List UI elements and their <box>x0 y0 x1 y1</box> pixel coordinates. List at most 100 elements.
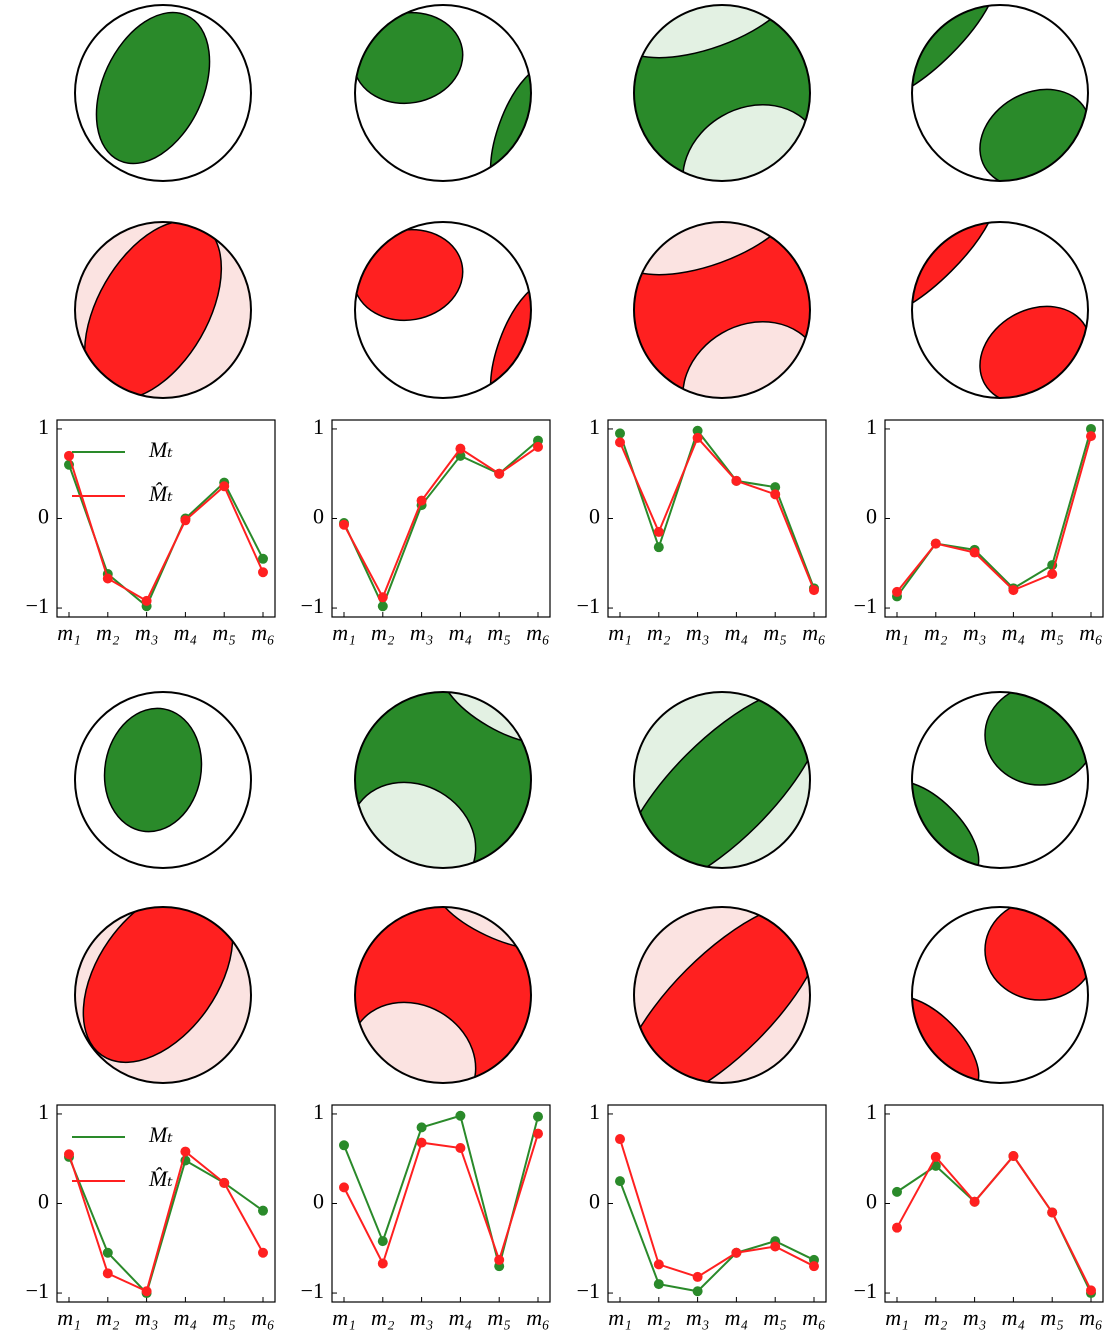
data-point <box>731 476 741 486</box>
figure: −101m₁m₂m₃m₄m₅m₆MₜM̂ₜ−101m₁m₂m₃m₄m₅m₆−10… <box>0 0 1117 1331</box>
beach-ball <box>329 639 578 920</box>
y-tick-label: 0 <box>866 1189 877 1214</box>
data-point <box>809 1261 819 1271</box>
x-tick-label: m₅ <box>1040 1305 1064 1330</box>
data-point <box>809 585 819 595</box>
data-point <box>1008 585 1018 595</box>
data-point <box>258 1248 268 1258</box>
y-tick-label: 0 <box>313 1189 324 1214</box>
y-tick-label: 0 <box>38 1189 49 1214</box>
data-point <box>892 1187 902 1197</box>
data-point <box>103 1268 113 1278</box>
y-tick-label: 1 <box>38 414 49 439</box>
x-tick-label: m₆ <box>526 620 550 645</box>
data-point <box>931 1152 941 1162</box>
x-tick-label: m₅ <box>487 620 511 645</box>
data-point <box>378 601 388 611</box>
ball-lobe <box>985 900 1095 1000</box>
beach-ball <box>591 659 853 921</box>
x-tick-label: m₅ <box>487 1305 511 1330</box>
x-tick-label: m₂ <box>96 1305 120 1330</box>
x-tick-label: m₂ <box>647 1305 671 1330</box>
beach-ball <box>346 221 581 428</box>
x-tick-label: m₂ <box>371 620 395 645</box>
y-tick-label: −1 <box>577 1278 600 1303</box>
x-tick-label: m₄ <box>174 1305 198 1330</box>
x-tick-label: m₁ <box>885 1305 909 1330</box>
beach-ball <box>604 0 844 256</box>
y-tick-label: 1 <box>589 1099 600 1124</box>
data-point <box>654 1259 664 1269</box>
x-tick-label: m₄ <box>1002 620 1026 645</box>
data-point <box>654 527 664 537</box>
x-tick-label: m₅ <box>1040 620 1064 645</box>
x-tick-label: m₄ <box>174 620 198 645</box>
y-tick-label: 1 <box>866 414 877 439</box>
data-point <box>339 1140 349 1150</box>
x-tick-label: m₆ <box>802 620 826 645</box>
data-point <box>417 1122 427 1132</box>
data-point <box>615 437 625 447</box>
beach-ball <box>604 155 844 473</box>
x-tick-label: m₃ <box>686 620 710 645</box>
data-point <box>693 1286 703 1296</box>
data-point <box>1008 1151 1018 1161</box>
data-point <box>654 1279 664 1289</box>
y-tick-label: 0 <box>589 1189 600 1214</box>
x-tick-label: m₆ <box>251 620 275 645</box>
x-tick-label: m₆ <box>1079 620 1103 645</box>
data-point <box>455 1111 465 1121</box>
data-point <box>339 520 349 530</box>
series-line <box>69 456 263 601</box>
data-point <box>180 1147 190 1157</box>
x-tick-label: m₁ <box>57 620 81 645</box>
x-tick-label: m₄ <box>725 1305 749 1330</box>
legend-label: Mₜ <box>148 437 173 462</box>
data-point <box>455 444 465 454</box>
x-tick-label: m₁ <box>332 620 356 645</box>
x-tick-label: m₅ <box>212 1305 236 1330</box>
x-tick-label: m₁ <box>885 620 909 645</box>
data-point <box>417 1138 427 1148</box>
x-tick-label: m₁ <box>57 1305 81 1330</box>
data-point <box>339 1182 349 1192</box>
x-tick-label: m₁ <box>608 620 632 645</box>
x-tick-label: m₃ <box>963 1305 987 1330</box>
data-point <box>770 1241 780 1251</box>
beach-ball <box>56 198 251 423</box>
y-tick-label: 0 <box>589 504 600 529</box>
data-point <box>731 1248 741 1258</box>
y-tick-label: −1 <box>26 593 49 618</box>
data-point <box>615 1134 625 1144</box>
data-point <box>1047 1207 1057 1217</box>
data-point <box>103 573 113 583</box>
ball-lobe <box>985 685 1095 785</box>
data-point <box>417 496 427 506</box>
data-point <box>103 1248 113 1258</box>
data-point <box>494 469 504 479</box>
x-tick-label: m₄ <box>449 1305 473 1330</box>
data-point <box>219 481 229 491</box>
data-point <box>1086 1285 1096 1295</box>
x-tick-label: m₆ <box>251 1305 275 1330</box>
plot-frame <box>608 420 826 617</box>
data-point <box>892 1223 902 1233</box>
x-tick-label: m₁ <box>332 1305 356 1330</box>
x-tick-label: m₃ <box>135 620 159 645</box>
series-line <box>344 1134 538 1264</box>
legend-label: M̂ₜ <box>148 481 173 506</box>
beach-ball <box>53 860 264 1089</box>
x-tick-label: m₃ <box>135 1305 159 1330</box>
legend-label: M̂ₜ <box>148 1166 173 1191</box>
data-point <box>693 1272 703 1282</box>
x-tick-label: m₅ <box>763 620 787 645</box>
data-point <box>258 567 268 577</box>
plot-frame <box>885 1105 1103 1302</box>
data-point <box>219 1178 229 1188</box>
x-tick-label: m₆ <box>526 1305 550 1330</box>
y-tick-label: 1 <box>589 414 600 439</box>
x-tick-label: m₃ <box>410 620 434 645</box>
y-tick-label: 1 <box>866 1099 877 1124</box>
x-tick-label: m₂ <box>647 620 671 645</box>
data-point <box>533 1129 543 1139</box>
